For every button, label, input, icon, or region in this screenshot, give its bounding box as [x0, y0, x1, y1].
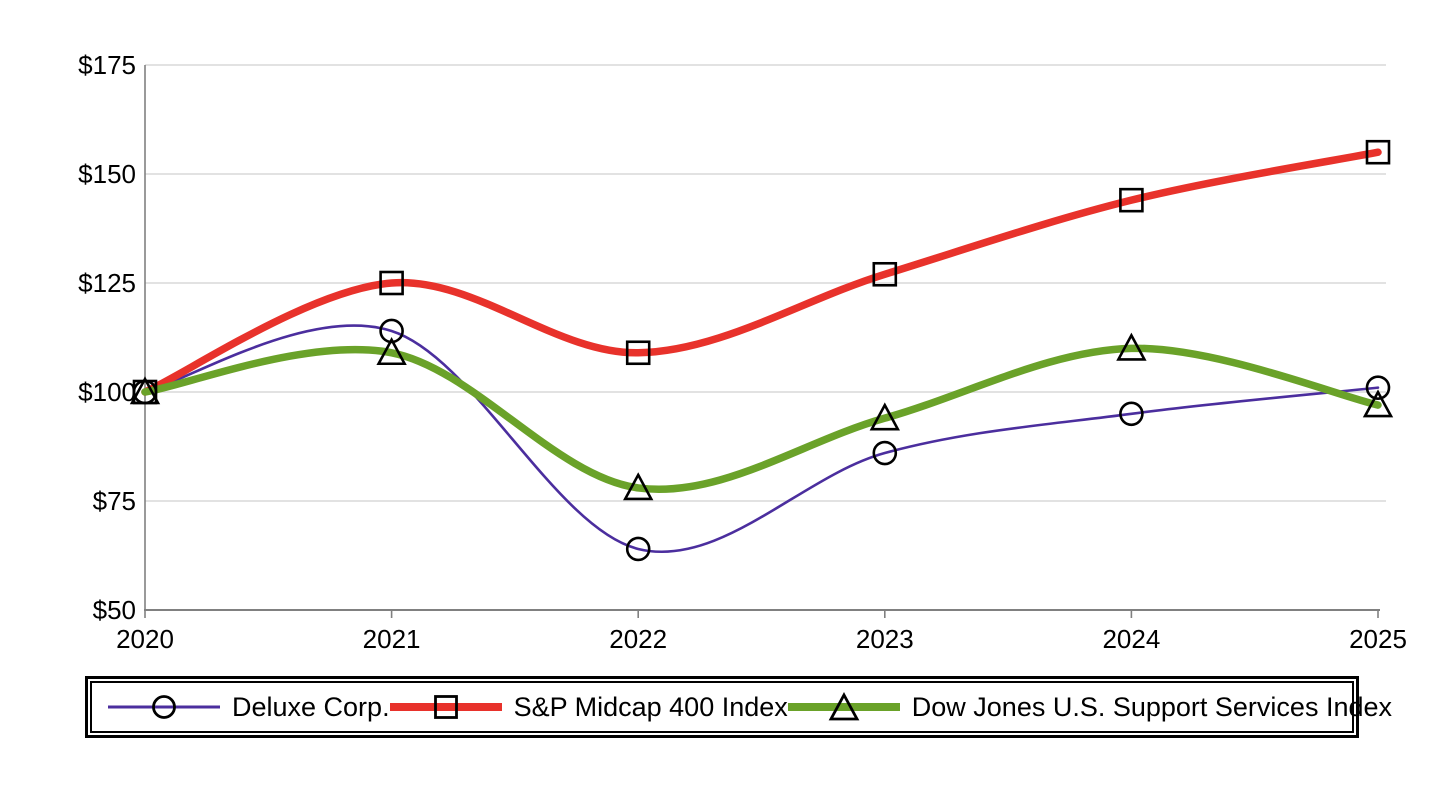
- data-point-circle-deluxe-corp: [625, 536, 651, 562]
- legend-label-deluxe-corp: Deluxe Corp.: [232, 691, 390, 722]
- legend-frame: Deluxe Corp. S&P Midcap 400 Index Dow Jo…: [90, 681, 1392, 733]
- data-point-triangle-dow-jones-u-s-support-services-index: [129, 376, 161, 405]
- y-tick-label: $100: [78, 377, 136, 407]
- y-tick-label: $125: [78, 268, 136, 298]
- series-line-deluxe-corp: [143, 324, 1380, 554]
- x-tick-label: 2020: [116, 624, 174, 654]
- data-point-square-s-p-midcap-400-index: [1365, 139, 1391, 165]
- data-point-square-s-p-midcap-400-index: [872, 261, 898, 287]
- data-point-triangle-dow-jones-u-s-support-services-index: [623, 472, 654, 501]
- data-point-circle-deluxe-corp: [872, 440, 898, 466]
- square-marker-icon: [433, 695, 458, 719]
- data-point-triangle-dow-jones-u-s-support-services-index: [1362, 389, 1394, 418]
- data-point-triangle-dow-jones-u-s-support-services-index: [869, 402, 900, 431]
- legend-sample-line-circle: [108, 695, 220, 719]
- legend-item-deluxe-corp: Deluxe Corp.: [108, 691, 390, 723]
- x-tick-label: 2022: [609, 624, 667, 654]
- legend-sample-line-triangle: [787, 692, 900, 721]
- y-tick-label: $150: [78, 159, 136, 189]
- legend: Deluxe Corp. S&P Midcap 400 Index Dow Jo…: [85, 676, 1392, 738]
- legend-label-dow-jones-support-services: Dow Jones U.S. Support Services Index: [911, 691, 1392, 722]
- legend-item-dow-jones-support-services: Dow Jones U.S. Support Services Index: [787, 691, 1392, 723]
- y-tick-label: $50: [93, 595, 136, 625]
- y-tick-label: $75: [93, 486, 136, 516]
- x-tick-label: 2024: [1102, 624, 1160, 654]
- x-tick-label: 2023: [856, 624, 914, 654]
- x-tick-label: 2025: [1349, 624, 1407, 654]
- legend-item-sp-midcap: S&P Midcap 400 Index: [389, 691, 788, 723]
- stock-performance-chart: $175 $150 $125 $100 $75 $50 2020 2021 2022 2023 20…: [78, 50, 1407, 654]
- circle-marker-icon: [152, 695, 176, 719]
- series-line-dow-jones-u-s-support-services-index: [141, 344, 1382, 493]
- data-point-square-s-p-midcap-400-index: [379, 270, 404, 296]
- legend-sample-line-square: [389, 695, 502, 719]
- y-tick-label: $175: [78, 50, 136, 80]
- x-tick-label: 2021: [363, 624, 421, 654]
- data-point-circle-deluxe-corp: [1119, 401, 1144, 427]
- data-point-circle-deluxe-corp: [1365, 375, 1391, 400]
- series-line-s-p-midcap-400-index: [141, 148, 1382, 396]
- data-point-square-s-p-midcap-400-index: [625, 340, 651, 366]
- data-point-triangle-dow-jones-u-s-support-services-index: [1116, 332, 1147, 361]
- triangle-marker-icon: [828, 692, 860, 721]
- legend-label-sp-midcap: S&P Midcap 400 Index: [513, 691, 788, 722]
- data-point-square-s-p-midcap-400-index: [1119, 187, 1144, 213]
- data-point-triangle-dow-jones-u-s-support-services-index: [376, 337, 407, 366]
